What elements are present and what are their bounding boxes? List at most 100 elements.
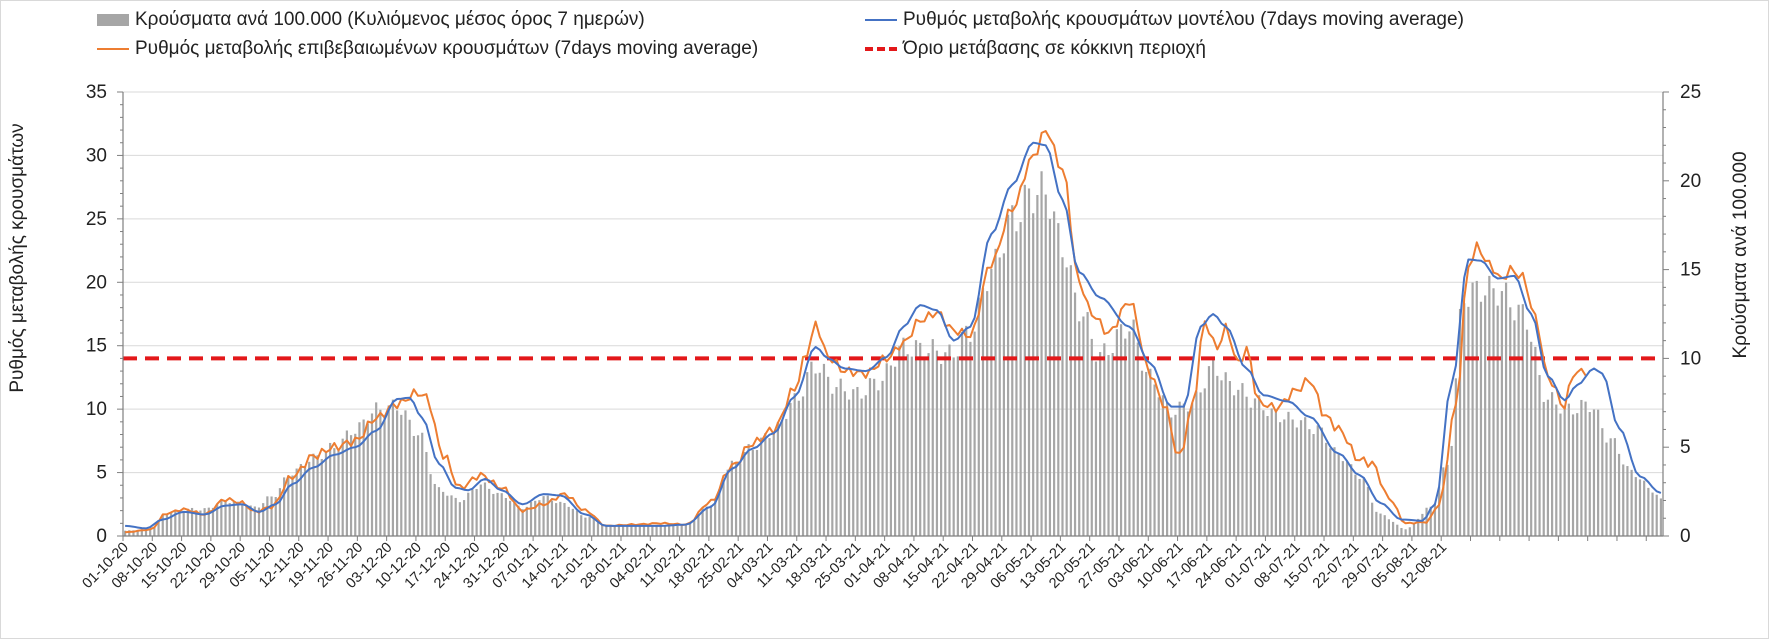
- bar: [546, 495, 549, 536]
- bar: [542, 496, 545, 536]
- bar: [1341, 461, 1344, 536]
- bar: [621, 524, 625, 536]
- bar: [990, 268, 993, 536]
- bar: [1170, 417, 1173, 536]
- bar: [349, 435, 353, 536]
- bar: [555, 503, 558, 536]
- bar: [1651, 492, 1654, 536]
- bar: [923, 359, 926, 536]
- bar: [919, 342, 922, 536]
- bar: [462, 500, 466, 536]
- bar: [1500, 291, 1503, 536]
- bar: [303, 466, 307, 536]
- bar: [1182, 403, 1185, 536]
- bar: [437, 487, 441, 536]
- bar: [1295, 427, 1298, 536]
- bar: [299, 464, 302, 536]
- bar: [1245, 396, 1248, 536]
- bar: [663, 525, 667, 536]
- bar: [358, 422, 361, 536]
- legend-bars-label: Κρούσματα ανά 100.000 (Κυλιόμενος μέσος …: [135, 9, 645, 30]
- bar: [1609, 438, 1612, 536]
- bar: [1475, 280, 1478, 536]
- bar: [1119, 324, 1123, 536]
- bar: [1220, 380, 1223, 536]
- bar: [1232, 395, 1236, 536]
- bar: [1027, 188, 1031, 536]
- bar: [1371, 502, 1374, 536]
- bar: [902, 337, 905, 536]
- bar: [408, 419, 411, 536]
- y-right-tick-label: 10: [1680, 348, 1701, 369]
- bar: [1521, 304, 1524, 536]
- bar: [404, 410, 407, 536]
- bar: [324, 451, 328, 536]
- y-left-tick-label: 5: [96, 463, 107, 484]
- bar: [1391, 521, 1395, 536]
- bar: [910, 356, 913, 536]
- bar: [789, 402, 792, 536]
- bar: [847, 399, 851, 536]
- bar: [1375, 511, 1378, 536]
- bar: [312, 453, 315, 536]
- bar: [580, 515, 583, 536]
- bar: [1358, 478, 1361, 536]
- bar: [529, 501, 533, 536]
- bar: [1325, 442, 1328, 536]
- bar: [236, 501, 240, 536]
- legend-threshold: Όριο μετάβασης σε κόκκινη περιοχή: [865, 38, 1206, 60]
- bar: [1601, 428, 1604, 536]
- bar: [224, 500, 227, 536]
- bar: [550, 500, 554, 536]
- bar: [354, 433, 357, 536]
- bar: [822, 363, 826, 536]
- bar: [1316, 425, 1319, 536]
- bar: [136, 530, 139, 536]
- bar: [986, 291, 989, 536]
- bar: [668, 524, 671, 536]
- bar: [818, 372, 821, 536]
- bar: [1086, 312, 1089, 536]
- bar: [471, 489, 474, 536]
- bar: [1387, 519, 1390, 536]
- bar: [442, 491, 445, 536]
- bar: [1111, 353, 1114, 536]
- model-line: [125, 141, 1662, 530]
- bar: [684, 524, 687, 536]
- y-left-tick-label: 0: [96, 526, 107, 547]
- bar: [1396, 524, 1399, 536]
- bar: [337, 450, 340, 536]
- bar: [362, 419, 365, 536]
- bar: [634, 525, 637, 536]
- bar: [877, 390, 880, 536]
- bar: [885, 363, 888, 536]
- bar: [651, 524, 654, 536]
- bar: [400, 414, 403, 536]
- y-right-tick-label: 0: [1680, 526, 1691, 547]
- bar: [366, 423, 369, 536]
- bar: [1643, 480, 1646, 536]
- bar: [467, 492, 470, 536]
- bar: [567, 506, 570, 536]
- bar: [1065, 267, 1068, 536]
- bar: [1446, 464, 1449, 536]
- bar: [747, 444, 750, 536]
- bar: [446, 495, 449, 536]
- bar: [605, 524, 608, 536]
- y-right-tick-label: 5: [1680, 437, 1691, 458]
- bar: [1463, 303, 1466, 536]
- bar: [1362, 477, 1365, 536]
- bar: [291, 475, 294, 536]
- bar: [1149, 368, 1152, 536]
- bar: [1655, 494, 1658, 536]
- bar: [1588, 412, 1591, 536]
- bar: [1613, 438, 1616, 536]
- bar: [1488, 275, 1491, 536]
- bar: [647, 525, 650, 536]
- bar: [1207, 366, 1211, 536]
- bar: [1308, 429, 1311, 536]
- bar: [1258, 395, 1261, 536]
- bar: [659, 525, 662, 536]
- bar: [538, 500, 541, 536]
- bar: [831, 393, 834, 536]
